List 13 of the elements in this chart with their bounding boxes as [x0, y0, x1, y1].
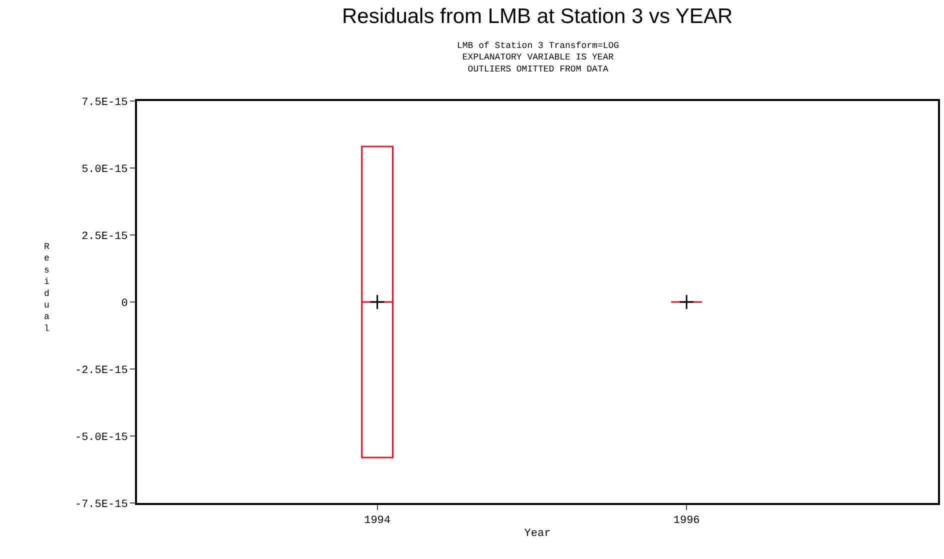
- y-tick-label: 7.5E-15: [82, 96, 128, 109]
- x-axis-title: Year: [524, 528, 551, 540]
- chart-title: Residuals from LMB at Station 3 vs YEAR: [342, 5, 733, 28]
- chart-subtitle: LMB of Station 3 Transform=LOG EXPLANATORY VARIABLE IS YEAR OUTLIERS OMITTED FROM DATA: [457, 41, 620, 74]
- y-tick-label: 2.5E-15: [82, 230, 128, 243]
- y-tick-label: 0: [121, 298, 128, 310]
- y-tick-label: 5.0E-15: [82, 164, 128, 176]
- y-tick-label: -2.5E-15: [74, 364, 128, 377]
- x-tick-label: 1994: [364, 515, 391, 528]
- y-tick-label: -5.0E-15: [74, 432, 128, 444]
- y-tick-label: -7.5E-15: [74, 498, 128, 511]
- y-axis-title: Residual: [44, 242, 50, 334]
- x-tick-label: 1996: [673, 515, 700, 528]
